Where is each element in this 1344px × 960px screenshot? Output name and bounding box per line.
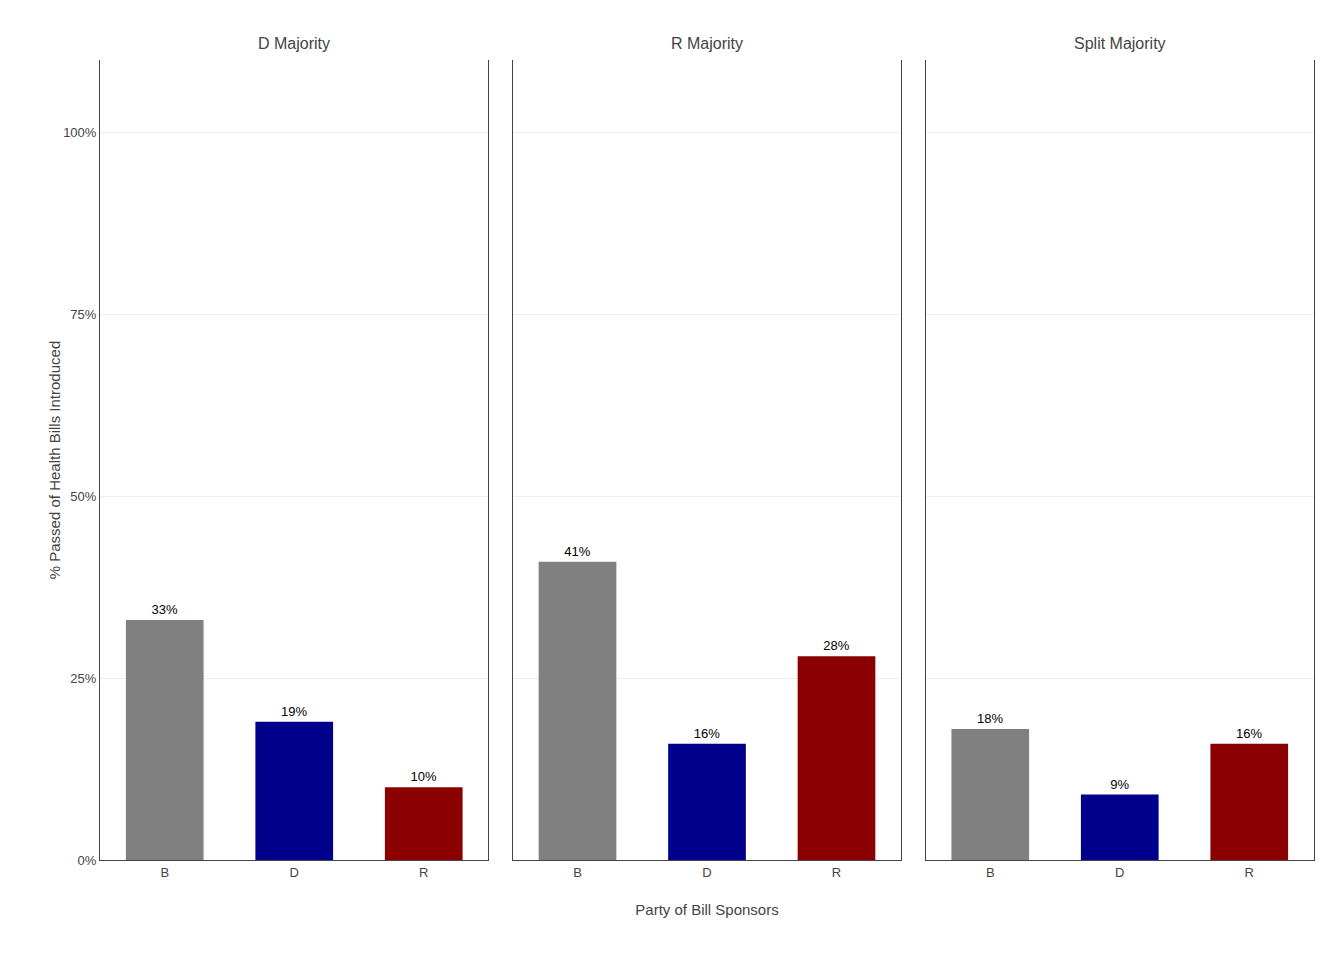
svg-text:R: R [1245,865,1254,880]
svg-text:25%: 25% [70,671,96,686]
svg-text:R Majority: R Majority [671,35,743,52]
svg-text:10%: 10% [411,769,437,784]
svg-text:33%: 33% [152,602,178,617]
svg-text:16%: 16% [694,726,720,741]
svg-text:100%: 100% [63,125,97,140]
svg-text:28%: 28% [823,638,849,653]
svg-text:9%: 9% [1110,777,1129,792]
svg-text:R: R [832,865,841,880]
svg-text:19%: 19% [281,704,307,719]
svg-text:D: D [290,865,299,880]
svg-text:B: B [160,865,169,880]
svg-text:50%: 50% [70,489,96,504]
svg-text:41%: 41% [564,544,590,559]
svg-text:0%: 0% [78,853,97,868]
svg-text:B: B [573,865,582,880]
svg-text:Party of Bill Sponsors: Party of Bill Sponsors [635,901,778,918]
svg-text:75%: 75% [70,307,96,322]
svg-text:Split Majority: Split Majority [1074,35,1166,52]
svg-text:D Majority: D Majority [258,35,330,52]
svg-text:% Passed of Health Bills Intro: % Passed of Health Bills Introduced [46,341,63,579]
svg-text:R: R [419,865,428,880]
svg-text:16%: 16% [1236,726,1262,741]
svg-text:D: D [702,865,711,880]
svg-text:18%: 18% [977,711,1003,726]
svg-text:B: B [986,865,995,880]
svg-text:D: D [1115,865,1124,880]
